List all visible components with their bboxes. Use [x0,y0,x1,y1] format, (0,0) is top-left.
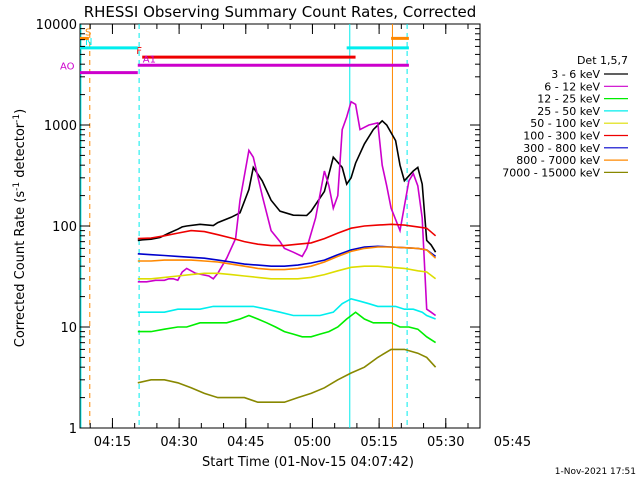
x-tick-label: 04:30 [160,435,197,450]
legend-title: Det 1,5,7 [577,54,628,67]
x-tick-label: 05:30 [427,435,464,450]
series-line [137,297,436,320]
y-tick-label: 1 [69,422,77,437]
legend-label: 6 - 12 keV [544,80,600,93]
x-tick-label: 04:15 [94,435,131,450]
series-line [137,223,437,247]
series-line [137,100,437,317]
y-tick-label: 10 [60,321,77,336]
legend-label: 800 - 7000 keV [516,154,600,167]
series-line [137,246,437,271]
x-tick-label: 05:15 [360,435,397,450]
series-line [137,265,437,280]
series-line [137,311,437,344]
y-axis-label: Corrected Count Rate (s-1 detector-1) [12,109,28,347]
legend-label: 100 - 300 keV [523,130,600,143]
flag-label: N [85,37,92,48]
x-tick-label: 04:45 [227,435,264,450]
legend-label: 7000 - 15000 keV [502,166,600,179]
series-line [137,119,437,253]
x-tick-label: 05:45 [494,435,531,450]
y-tick-label: 100 [52,220,77,235]
legend-label: 300 - 800 keV [523,142,600,155]
y-tick-label: 10000 [36,18,77,33]
flag-label: AO [60,62,75,73]
x-axis-ticks: 04:15 04:30 04:45 05:00 05:15 05:30 05:45 [89,24,531,450]
date-stamp: 1-Nov-2021 17:51 [555,467,636,477]
y-tick-label: 1000 [44,119,77,134]
flag-label: A1 [143,54,156,65]
legend-label: 3 - 6 keV [551,68,600,81]
series-line [137,348,437,403]
legend-label: 25 - 50 keV [537,105,600,118]
plot-area: F AO A1 NS [60,23,481,429]
plot-frame [79,23,481,429]
legend-label: 50 - 100 keV [530,117,600,130]
x-tick-label: 05:00 [294,435,331,450]
legend-label: 12 - 25 keV [537,93,600,106]
y-axis-ticks: 1 10 100 1000 10000 [36,18,480,437]
chart-title: RHESSI Observing Summary Count Rates, Co… [84,3,477,21]
flag-label: F [136,46,142,57]
flag-label: S [85,27,91,38]
x-axis-label: Start Time (01-Nov-15 04:07:42) [202,455,414,470]
